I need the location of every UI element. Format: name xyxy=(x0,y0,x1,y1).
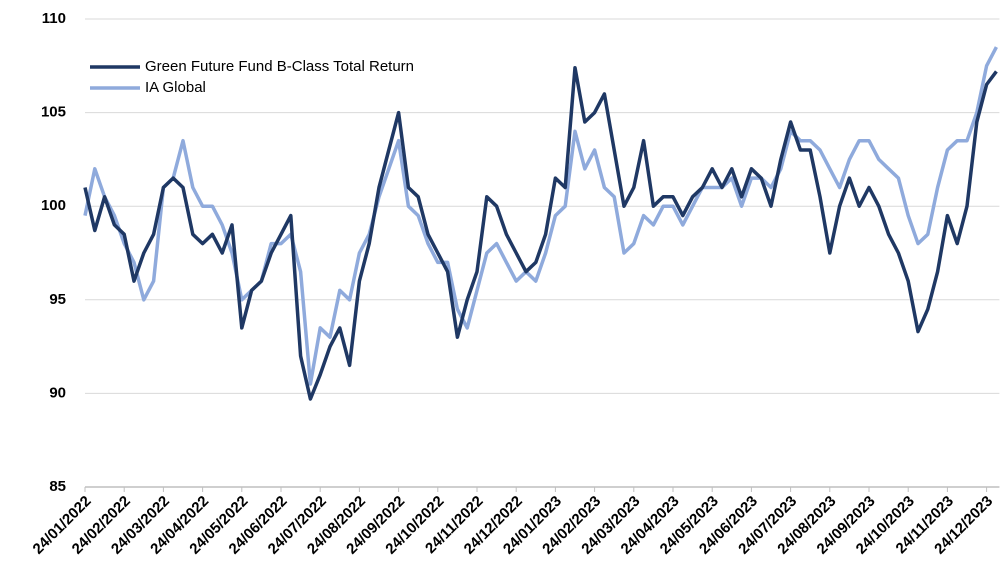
y-tick-label: 110 xyxy=(42,10,66,27)
legend-label: Green Future Fund B-Class Total Return xyxy=(145,58,414,75)
y-tick-label: 95 xyxy=(49,291,66,308)
line-series xyxy=(83,46,998,386)
line-series xyxy=(83,65,998,401)
y-tick-label: 90 xyxy=(49,384,66,401)
legend-label: IA Global xyxy=(145,79,206,96)
y-tick-label: 105 xyxy=(41,104,66,121)
y-tick-label: 100 xyxy=(41,197,66,214)
y-tick-label: 85 xyxy=(49,478,66,495)
